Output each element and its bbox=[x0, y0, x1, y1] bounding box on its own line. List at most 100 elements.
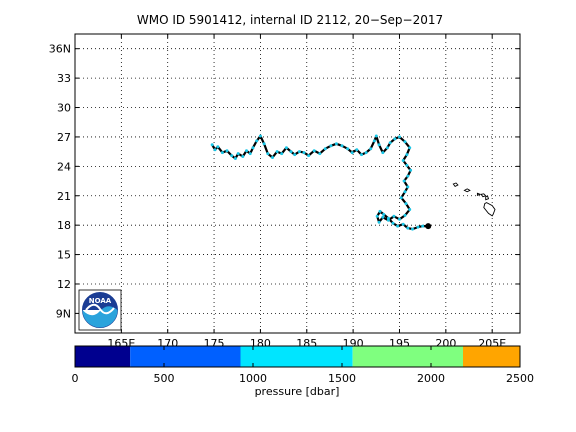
trajectory-point bbox=[329, 144, 333, 148]
trajectory-point bbox=[251, 146, 255, 150]
trajectory-point bbox=[388, 141, 392, 145]
trajectory-point bbox=[350, 151, 354, 155]
colorbar-tick-label: 2500 bbox=[506, 372, 534, 385]
lat-tick-label: 30 bbox=[57, 102, 71, 115]
colorbar-segment bbox=[352, 346, 464, 367]
trajectory-point bbox=[312, 149, 316, 153]
trajectory-point bbox=[398, 135, 401, 139]
trajectory-point bbox=[403, 140, 407, 144]
trajectory-point bbox=[404, 202, 408, 206]
trajectory-point bbox=[323, 147, 327, 151]
map-ticks bbox=[75, 34, 520, 333]
trajectory-point bbox=[220, 151, 224, 155]
trajectory-point bbox=[377, 143, 381, 147]
trajectory-point bbox=[364, 151, 368, 155]
trajectory-point bbox=[245, 149, 248, 153]
trajectory-point bbox=[255, 139, 259, 143]
map-frame bbox=[74, 33, 521, 334]
island-outline bbox=[452, 182, 459, 187]
trajectory-point bbox=[216, 145, 220, 149]
trajectory-point bbox=[355, 148, 359, 152]
lat-tick-label: 18 bbox=[57, 219, 71, 232]
island-outline bbox=[485, 195, 490, 201]
pressure-colorbar: 0 500 1000 1500 2000 2500 pressure [dbar] bbox=[72, 345, 534, 398]
trajectory-point bbox=[398, 217, 401, 221]
trajectory-point bbox=[403, 213, 407, 217]
trajectory-point bbox=[266, 152, 270, 156]
trajectory-point bbox=[318, 152, 322, 156]
trajectory-point bbox=[406, 226, 410, 230]
colorbar-tick-label: 1000 bbox=[239, 372, 267, 385]
colorbar-segment bbox=[75, 346, 131, 367]
trajectory-point bbox=[405, 153, 409, 157]
lat-tick-label: 36N bbox=[49, 43, 71, 56]
trajectory-point bbox=[408, 146, 412, 150]
trajectory-point bbox=[213, 148, 217, 152]
trajectory-point bbox=[241, 155, 245, 158]
trajectory-point bbox=[393, 137, 397, 141]
colorbar-tick-label: 0 bbox=[72, 372, 79, 385]
lat-tick-label: 27 bbox=[57, 131, 71, 144]
trajectory-point bbox=[307, 154, 311, 158]
trajectory-point bbox=[262, 142, 266, 146]
island-outline bbox=[483, 202, 496, 217]
trajectory-point bbox=[230, 154, 234, 158]
trajectory-point bbox=[271, 156, 274, 159]
trajectory-point bbox=[346, 147, 350, 151]
noaa-logo-icon: NOAA bbox=[78, 289, 122, 331]
trajectory-point bbox=[293, 153, 297, 157]
trajectory-point bbox=[391, 221, 395, 225]
colorbar-segments bbox=[75, 346, 520, 367]
trajectory-point bbox=[275, 150, 279, 154]
trajectory-point bbox=[405, 163, 409, 167]
colorbar-segment bbox=[240, 346, 353, 367]
trajectory-point bbox=[378, 209, 382, 213]
trajectory-point bbox=[403, 190, 407, 194]
trajectory-point bbox=[409, 168, 413, 172]
trajectory-point bbox=[377, 220, 381, 224]
trajectory-point bbox=[392, 214, 396, 218]
lat-tick-label: 9N bbox=[56, 307, 71, 320]
trajectory-point bbox=[401, 159, 405, 162]
trajectory-point bbox=[248, 152, 252, 156]
lat-tick-label: 21 bbox=[57, 190, 71, 203]
trajectory-point bbox=[302, 151, 306, 155]
trajectory-line bbox=[211, 134, 429, 231]
colorbar-tick-label: 2000 bbox=[417, 372, 445, 385]
trajectory-point bbox=[416, 225, 420, 229]
trajectory-point bbox=[289, 150, 293, 154]
map-background bbox=[75, 34, 520, 333]
trajectory-endpoint bbox=[425, 223, 432, 230]
trajectory-point bbox=[284, 146, 288, 150]
trajectory-point bbox=[360, 153, 363, 157]
island-outline bbox=[480, 193, 487, 198]
island-outline bbox=[463, 188, 471, 193]
trajectory-point bbox=[280, 152, 284, 156]
trajectory-point bbox=[236, 152, 240, 156]
colorbar-tick-label: 1500 bbox=[328, 372, 356, 385]
colorbar-ticks: 0 500 1000 1500 2000 2500 bbox=[72, 346, 534, 385]
lat-tick-label: 24 bbox=[57, 160, 71, 173]
trajectory-point bbox=[381, 151, 385, 155]
trajectory-point bbox=[375, 214, 379, 218]
trajectory-point bbox=[385, 146, 389, 150]
trajectory-point bbox=[408, 208, 412, 211]
trajectory-point bbox=[386, 216, 390, 220]
trajectory-point bbox=[396, 224, 400, 228]
hawaii-islands bbox=[452, 182, 496, 217]
colorbar-frame bbox=[74, 345, 521, 368]
trajectory-point bbox=[411, 227, 414, 231]
trajectory-point bbox=[401, 222, 405, 226]
colorbar-tick-label: 500 bbox=[154, 372, 175, 385]
latitude-tick-labels: 9N 12 15 18 21 24 27 30 33 36N bbox=[49, 43, 71, 321]
trajectory-point bbox=[382, 212, 386, 216]
lat-tick-label: 33 bbox=[57, 72, 71, 85]
trajectory-point bbox=[210, 143, 214, 147]
float-trajectory bbox=[210, 134, 432, 231]
trajectory-point bbox=[334, 142, 338, 146]
trajectory-point bbox=[233, 157, 237, 160]
trajectory-point bbox=[372, 139, 376, 143]
colorbar-segment bbox=[463, 346, 520, 367]
trajectory-point bbox=[406, 174, 410, 178]
